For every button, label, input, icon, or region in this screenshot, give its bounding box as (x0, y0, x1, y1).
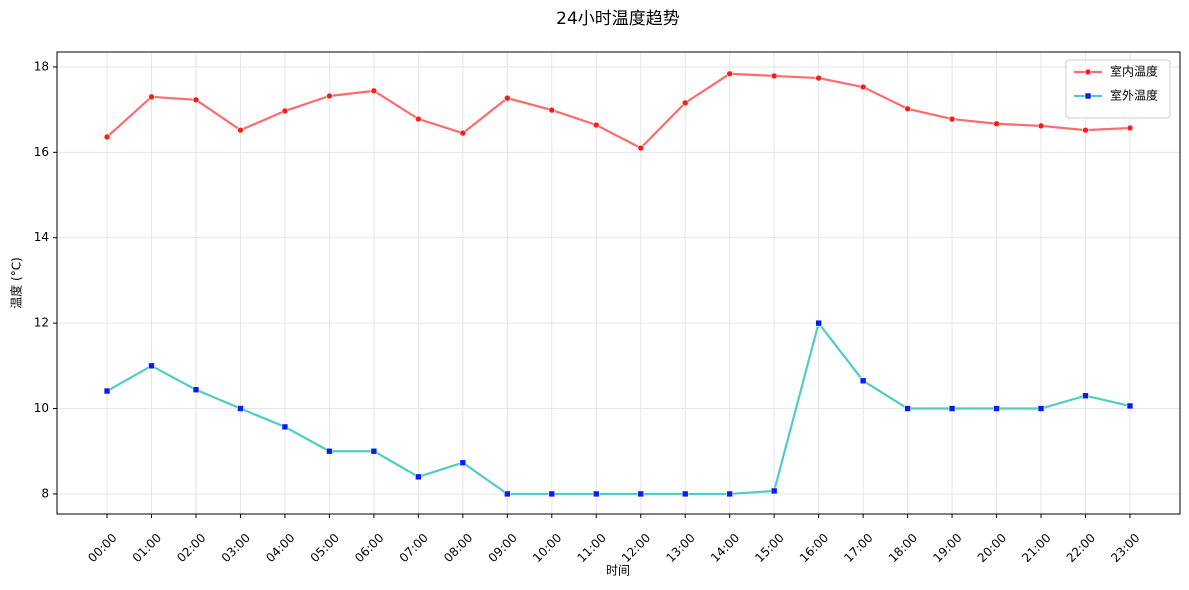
marker (237, 405, 244, 412)
y-tick-label: 18 (34, 59, 49, 73)
y-tick-label: 8 (41, 486, 49, 500)
x-tick-label: 21:00 (1019, 531, 1053, 565)
marker (370, 447, 378, 455)
x-tick-label: 13:00 (663, 531, 697, 565)
chart-title: 24小时温度趋势 (556, 9, 680, 29)
marker (637, 490, 645, 498)
marker (326, 447, 333, 455)
x-tick-label: 23:00 (1108, 531, 1142, 565)
marker (1037, 122, 1045, 130)
series-line (106, 320, 1131, 496)
marker (637, 144, 645, 152)
marker (948, 405, 956, 412)
marker (681, 490, 689, 498)
marker (592, 121, 600, 129)
marker (326, 92, 333, 100)
marker (859, 377, 867, 385)
marker (993, 405, 1000, 412)
marker (726, 70, 733, 78)
marker (859, 83, 867, 91)
plot-frame (56, 51, 1181, 515)
marker (370, 87, 378, 95)
y-tick-label: 14 (34, 230, 49, 244)
y-tick-label: 12 (34, 316, 49, 330)
marker (1126, 402, 1134, 410)
x-tick-label: 08:00 (441, 531, 475, 565)
marker (148, 362, 155, 370)
x-tick-label: 22:00 (1064, 531, 1098, 565)
marker (1084, 92, 1092, 100)
x-tick-label: 01:00 (130, 531, 164, 565)
x-tick-label: 11:00 (574, 531, 608, 565)
marker (415, 473, 422, 481)
x-tick-label: 14:00 (708, 531, 742, 565)
marker (1126, 124, 1134, 132)
marker (726, 490, 733, 498)
marker (459, 459, 467, 467)
marker (504, 94, 511, 102)
x-tick-label: 10:00 (530, 531, 564, 565)
y-tick-label: 10 (34, 401, 49, 415)
x-tick-label: 18:00 (886, 531, 920, 565)
marker (103, 387, 111, 395)
x-tick-label: 03:00 (219, 531, 253, 565)
marker (148, 93, 155, 101)
x-tick-label: 07:00 (397, 531, 431, 565)
y-axis-label: 温度 (°C) (9, 257, 24, 309)
x-tick-label: 02:00 (174, 531, 208, 565)
marker (815, 319, 822, 327)
marker (415, 115, 422, 123)
x-tick-label: 15:00 (752, 531, 786, 565)
legend-label: 室内温度 (1110, 64, 1158, 79)
marker (1084, 68, 1092, 76)
marker (904, 105, 911, 113)
legend-label: 室外温度 (1110, 88, 1158, 103)
marker (192, 96, 200, 104)
x-tick-label: 16:00 (797, 531, 831, 565)
x-tick-label: 00:00 (85, 531, 119, 565)
marker (1082, 392, 1089, 400)
x-tick-label: 20:00 (975, 531, 1009, 565)
x-axis-label: 时间 (606, 564, 630, 578)
x-tick-label: 05:00 (308, 531, 342, 565)
marker (815, 74, 822, 82)
marker (281, 107, 289, 115)
x-tick-label: 12:00 (619, 531, 653, 565)
marker (459, 129, 467, 137)
x-tick-label: 17:00 (841, 531, 875, 565)
marker (103, 133, 111, 141)
y-tick-label: 16 (34, 145, 49, 159)
marker (770, 72, 778, 80)
x-tick-label: 09:00 (486, 531, 520, 565)
marker (993, 120, 1000, 128)
marker (948, 115, 956, 123)
x-tick-label: 19:00 (930, 531, 964, 565)
series-line (106, 72, 1131, 150)
x-tick-label: 04:00 (263, 531, 297, 565)
marker (192, 386, 200, 394)
marker (1082, 126, 1089, 134)
marker (504, 490, 511, 498)
marker (770, 487, 778, 495)
marker (904, 405, 911, 412)
marker (681, 99, 689, 107)
x-tick-label: 06:00 (352, 531, 386, 565)
marker (237, 126, 244, 134)
marker (548, 106, 556, 114)
legend-box (1065, 59, 1171, 119)
marker (548, 490, 556, 498)
marker (281, 423, 289, 431)
marker (1037, 405, 1045, 412)
marker (592, 490, 600, 498)
